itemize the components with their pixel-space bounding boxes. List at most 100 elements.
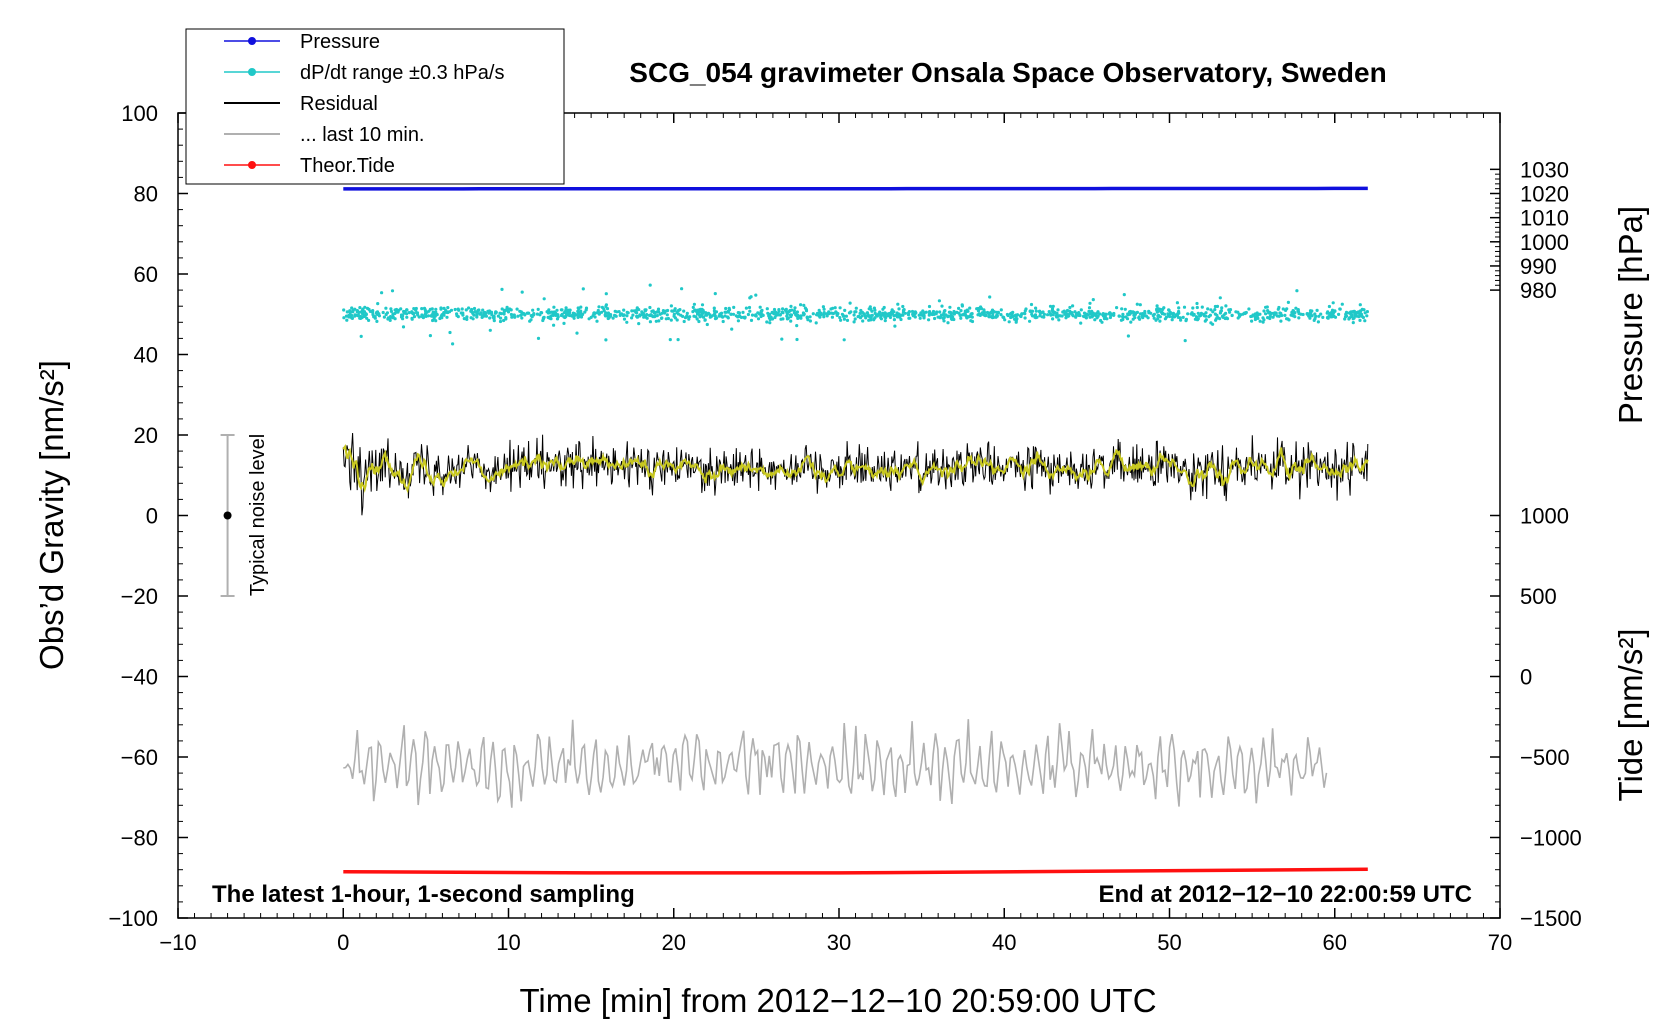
dpdt-point (737, 314, 741, 319)
dpdt-point (969, 312, 973, 316)
dpdt-point (669, 318, 673, 322)
dpdt-point (675, 318, 679, 322)
dpdt-point (1105, 317, 1109, 321)
noise-bar-center (223, 511, 232, 520)
dpdt-point (893, 324, 897, 328)
dpdt-point (1039, 311, 1043, 315)
dpdt-point (1065, 312, 1069, 316)
dpdt-point (789, 319, 793, 323)
dpdt-point (1138, 303, 1142, 307)
dpdt-point (656, 307, 661, 311)
legend-item-pressure: Pressure (224, 31, 380, 53)
dpdt-point (1028, 319, 1032, 323)
dpdt-point (481, 314, 485, 318)
dpdt-point (613, 313, 617, 317)
dpdt-point (476, 308, 480, 313)
dpdt-point (976, 306, 981, 311)
dpdt-point (987, 315, 991, 319)
dpdt-point (670, 309, 674, 313)
dpdt-point (1363, 319, 1367, 323)
dpdt-point (852, 320, 856, 324)
dpdt-point (1121, 317, 1125, 322)
dpdt-point (1268, 311, 1273, 315)
dpdt-point (475, 313, 479, 317)
dpdt-point (516, 314, 520, 318)
dpdt-point (673, 316, 678, 320)
dpdt-point (984, 313, 988, 317)
dpdt-point (1155, 304, 1159, 308)
dpdt-point (515, 307, 519, 311)
dpdt-point (744, 306, 749, 310)
dpdt-point (831, 311, 836, 316)
tide-tick-label: −500 (1520, 745, 1570, 770)
dpdt-point (672, 312, 676, 316)
dpdt-point (746, 312, 751, 317)
dpdt-point (822, 307, 826, 311)
dpdt-point (691, 305, 695, 309)
dpdt-point (1321, 315, 1325, 319)
dpdt-point (604, 338, 608, 342)
tide-series (343, 867, 1368, 875)
dpdt-point (488, 316, 492, 320)
dpdt-point (576, 309, 580, 313)
dpdt-point (736, 311, 740, 315)
dpdt-point (529, 314, 533, 318)
dpdt-point (1161, 307, 1165, 311)
dpdt-point (1135, 302, 1139, 306)
dpdt-point (724, 306, 728, 311)
dpdt-point (520, 290, 524, 294)
dpdt-point (1274, 311, 1278, 315)
dpdt-point (431, 311, 435, 316)
dpdt-point (385, 311, 389, 315)
dpdt-point (831, 306, 835, 310)
dpdt-point (1030, 309, 1035, 313)
dpdt-point (877, 312, 881, 316)
dpdt-point (1177, 306, 1181, 310)
dpdt-point (1088, 315, 1092, 319)
dpdt-point (1112, 313, 1116, 317)
dpdt-point (520, 311, 525, 315)
dpdt-point (666, 316, 671, 321)
dpdt-point (884, 316, 888, 320)
dpdt-point (373, 315, 377, 319)
dpdt-point (776, 313, 780, 317)
dpdt-point (376, 302, 380, 306)
dpdt-point (968, 306, 972, 310)
dpdt-point (918, 316, 922, 320)
dpdt-point (593, 312, 597, 316)
tide-tick-label: 1000 (1520, 504, 1569, 529)
dpdt-point (1262, 309, 1266, 313)
dpdt-point (438, 316, 442, 321)
dpdt-point (579, 312, 584, 317)
dpdt-point (509, 308, 513, 312)
dpdt-point (1315, 308, 1319, 312)
x-tick-label: 0 (337, 930, 349, 955)
legend-label-tide: Theor.Tide (300, 155, 395, 177)
dpdt-point (1218, 296, 1222, 300)
pressure-tick-label: 980 (1520, 278, 1557, 303)
dpdt-point (589, 315, 593, 319)
dpdt-point (938, 310, 942, 314)
dpdt-point (803, 306, 808, 310)
dpdt-point (1309, 312, 1313, 316)
dpdt-point (890, 308, 894, 312)
dpdt-point (593, 315, 597, 319)
dpdt-point (882, 305, 886, 310)
dpdt-point (1023, 316, 1027, 320)
y-tick-label: −20 (121, 584, 158, 609)
dpdt-point (1325, 316, 1330, 320)
dpdt-point (808, 315, 812, 319)
dpdt-point (363, 305, 367, 309)
dpdt-point (342, 308, 346, 312)
dpdt-point (966, 315, 970, 319)
dpdt-point (1065, 308, 1070, 313)
dpdt-point (351, 310, 355, 314)
dpdt-point (1146, 316, 1150, 320)
dpdt-point (726, 315, 730, 319)
dpdt-point (412, 315, 417, 319)
tide-tick-label: −1000 (1520, 826, 1582, 851)
typical-noise-bar (220, 434, 235, 597)
x-tick-label: 60 (1323, 930, 1347, 955)
dpdt-point (1209, 308, 1213, 312)
dpdt-point (1175, 301, 1179, 305)
